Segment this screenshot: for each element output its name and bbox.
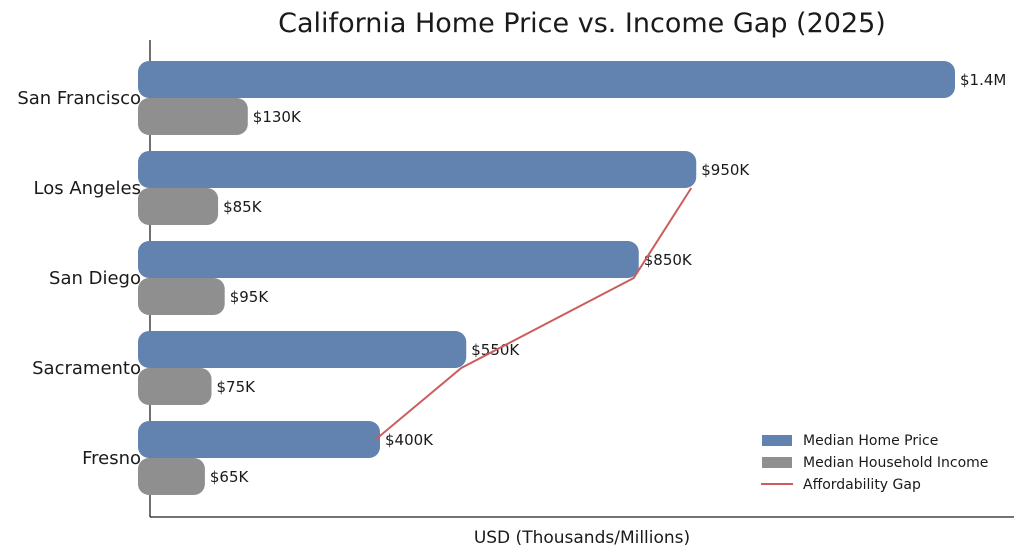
bar-household-income	[138, 458, 205, 495]
bar-label-home-price: $400K	[385, 431, 434, 449]
affordability-gap-line	[374, 187, 693, 441]
legend-label: Affordability Gap	[803, 477, 921, 493]
bar-label-household-income: $95K	[230, 288, 270, 306]
bar-label-household-income: $130K	[253, 108, 302, 126]
bar-home-price	[138, 151, 697, 188]
bar-label-household-income: $85K	[223, 198, 263, 216]
category-label: Fresno	[82, 448, 141, 469]
bar-household-income	[138, 368, 212, 405]
category-label: Los Angeles	[34, 178, 142, 199]
legend: Median Home Price Median Household Income…	[761, 433, 988, 493]
category-label: San Francisco	[17, 88, 141, 109]
bar-household-income	[138, 188, 219, 225]
category-label: Sacramento	[32, 358, 141, 379]
bar-label-household-income: $75K	[217, 378, 257, 396]
bar-home-price	[138, 331, 467, 368]
legend-swatch	[762, 435, 792, 446]
bar-home-price	[138, 421, 380, 458]
bar-label-home-price: $1.4M	[960, 71, 1006, 89]
bar-home-price	[138, 61, 955, 98]
bar-household-income	[138, 98, 248, 135]
bar-label-home-price: $950K	[701, 161, 750, 179]
chart-title: California Home Price vs. Income Gap (20…	[278, 8, 886, 39]
bar-label-household-income: $65K	[210, 468, 250, 486]
bar-label-home-price: $850K	[644, 251, 693, 269]
category-label: San Diego	[49, 268, 141, 289]
legend-label: Median Household Income	[803, 455, 988, 471]
x-axis-label: USD (Thousands/Millions)	[474, 528, 690, 548]
legend-swatch	[762, 457, 792, 468]
bar-household-income	[138, 278, 225, 315]
bar-home-price	[138, 241, 639, 278]
legend-label: Median Home Price	[803, 433, 938, 449]
